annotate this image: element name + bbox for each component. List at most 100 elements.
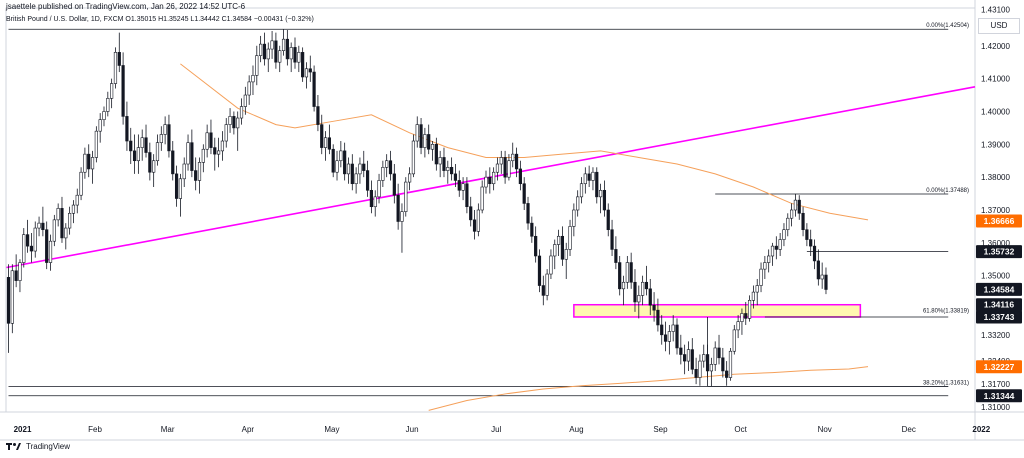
candle-up — [728, 350, 733, 378]
candle-down — [450, 167, 454, 175]
x-tick-label: Apr — [242, 425, 255, 434]
candle-down — [663, 334, 668, 342]
candle-down — [14, 270, 18, 281]
x-tick-label: Oct — [734, 425, 747, 434]
candle-down — [25, 234, 30, 247]
candle-up — [480, 186, 484, 211]
currency-button[interactable]: USD — [978, 18, 1020, 34]
candle-down — [316, 106, 320, 125]
candle-up — [709, 364, 713, 372]
candle-up — [297, 52, 301, 63]
candle-up — [759, 268, 763, 286]
candle-up — [358, 163, 362, 175]
candle-up — [782, 229, 786, 240]
price-label-box — [976, 298, 1022, 312]
candle-up — [767, 255, 771, 263]
y-tick-label: 1.40000 — [981, 107, 1010, 116]
candle-up — [224, 124, 228, 142]
candle-down — [453, 173, 458, 181]
price-label-box — [976, 360, 1022, 374]
candle-down — [308, 68, 312, 73]
candle-up — [75, 194, 79, 206]
candle-down — [652, 304, 656, 311]
candle-down — [469, 206, 473, 221]
candle-up — [740, 313, 744, 322]
candle-down — [522, 183, 526, 204]
y-tick-label: 1.36000 — [981, 239, 1010, 248]
candle-down — [629, 262, 633, 283]
candle-up — [381, 167, 385, 181]
candle-down — [174, 173, 179, 199]
tradingview-logo-icon — [6, 442, 22, 451]
candle-down — [797, 199, 801, 214]
candle-up — [430, 144, 435, 150]
candle-down — [488, 176, 492, 185]
candle-down — [610, 229, 614, 250]
candle-down — [60, 208, 64, 239]
y-tick-label: 1.42000 — [981, 42, 1010, 51]
candle-up — [385, 160, 389, 168]
candle-down — [656, 309, 660, 326]
candle-up — [755, 285, 759, 293]
candle-down — [534, 235, 538, 257]
candle-up — [407, 173, 412, 183]
x-tick-label: Mar — [161, 425, 175, 434]
candle-up — [201, 148, 205, 163]
candle-down — [262, 43, 267, 60]
candle-down — [530, 222, 534, 237]
candle-up — [373, 196, 377, 208]
fib-level-label: 0.00%(1.42504) — [926, 23, 969, 29]
candle-down — [434, 144, 438, 165]
y-tick-label: 1.35000 — [981, 272, 1010, 281]
tradingview-footer[interactable]: TradingView — [6, 442, 70, 451]
candle-down — [774, 245, 778, 250]
candle-up — [339, 150, 343, 162]
candle-up — [778, 239, 782, 250]
candle-up — [686, 349, 691, 362]
candle-up — [178, 178, 183, 199]
candle-up — [163, 124, 167, 135]
candle-down — [213, 147, 217, 155]
candle-down — [705, 354, 710, 372]
candle-up — [625, 262, 629, 283]
candle-up — [159, 134, 163, 143]
candle-up — [423, 134, 427, 148]
candle-down — [121, 65, 125, 117]
candle-down — [595, 171, 599, 198]
candle-down — [362, 163, 366, 171]
candle-up — [259, 43, 263, 56]
candle-down — [675, 324, 679, 349]
plot-area — [5, 7, 976, 413]
candle-down — [327, 137, 331, 150]
candle-up — [641, 281, 645, 296]
candle-down — [648, 288, 652, 306]
candle-up — [484, 176, 488, 188]
candle-down — [343, 150, 347, 175]
candle-down — [350, 163, 354, 185]
moving-average-long-line — [428, 366, 869, 411]
candle-up — [251, 75, 255, 83]
x-tick-label: Jul — [491, 425, 501, 434]
candle-up — [438, 157, 442, 165]
candle-down — [285, 38, 289, 60]
candle-down — [41, 222, 45, 231]
candle-down — [129, 140, 133, 152]
candle-down — [396, 194, 400, 222]
candle-up — [583, 173, 587, 185]
price-label: 1.33743 — [984, 312, 1015, 322]
candle-down — [587, 173, 591, 181]
candle-up — [90, 157, 95, 170]
price-label: 1.34116 — [984, 300, 1015, 310]
candle-up — [545, 273, 549, 296]
candle-down — [801, 212, 805, 231]
price-label-box — [976, 245, 1022, 259]
fib-level-label: 38.20%(1.31631) — [923, 380, 969, 386]
candle-up — [713, 347, 717, 365]
candle-up — [564, 249, 568, 260]
candle-up — [323, 137, 328, 148]
candle-up — [52, 219, 56, 242]
y-tick-label: 1.43100 — [981, 6, 1010, 15]
candle-down — [442, 157, 446, 171]
candle-up — [98, 119, 102, 132]
